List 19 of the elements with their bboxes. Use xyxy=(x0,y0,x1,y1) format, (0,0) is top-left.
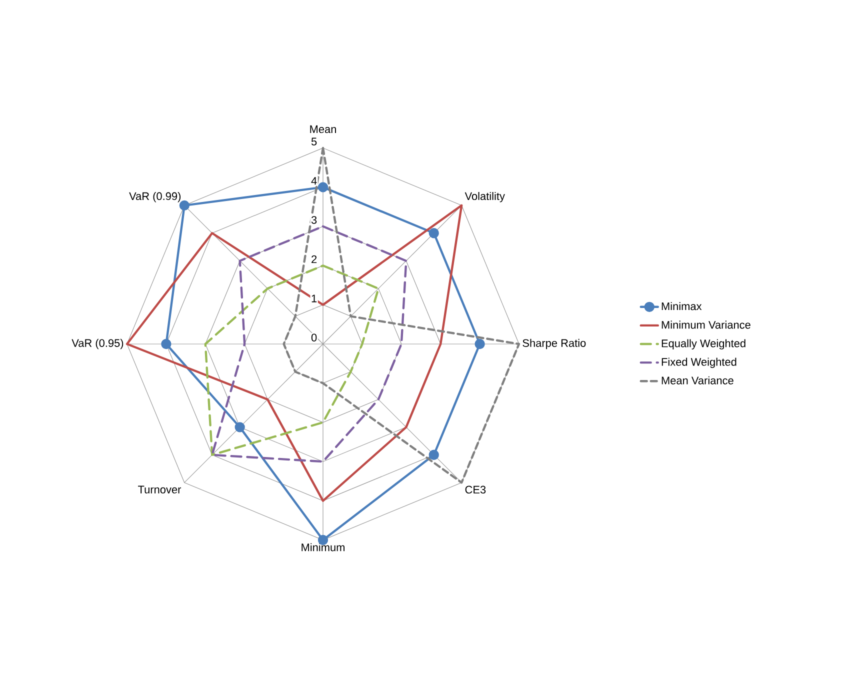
spoke-label: CE3 xyxy=(465,486,486,494)
legend-label: Equally Weighted xyxy=(662,339,746,350)
y-tick-label: 5 xyxy=(311,138,317,146)
legend-label: Minimum Variance xyxy=(662,320,750,329)
spoke-label: Mean xyxy=(310,125,336,134)
spoke-label: Sharpe Ratio xyxy=(522,338,586,350)
legend-label: Fixed Weighted xyxy=(662,358,736,368)
legend-label: Minimax xyxy=(662,302,702,310)
spoke-label: VaR (0.95) xyxy=(72,338,124,350)
y-tick-label: 0 xyxy=(311,334,317,342)
y-tick-label: 4 xyxy=(311,177,317,185)
y-tick-label: 2 xyxy=(312,255,317,264)
y-tick-label: 3 xyxy=(311,216,317,224)
legend-label: Mean Variance xyxy=(662,376,734,384)
spoke-label: Minimum xyxy=(302,543,344,552)
spoke-label: VaR (0.99) xyxy=(129,192,181,202)
spoke-label: Turnover xyxy=(138,486,182,494)
spoke-label: Volatility xyxy=(464,192,505,202)
y-tick-label: 1 xyxy=(312,294,317,302)
